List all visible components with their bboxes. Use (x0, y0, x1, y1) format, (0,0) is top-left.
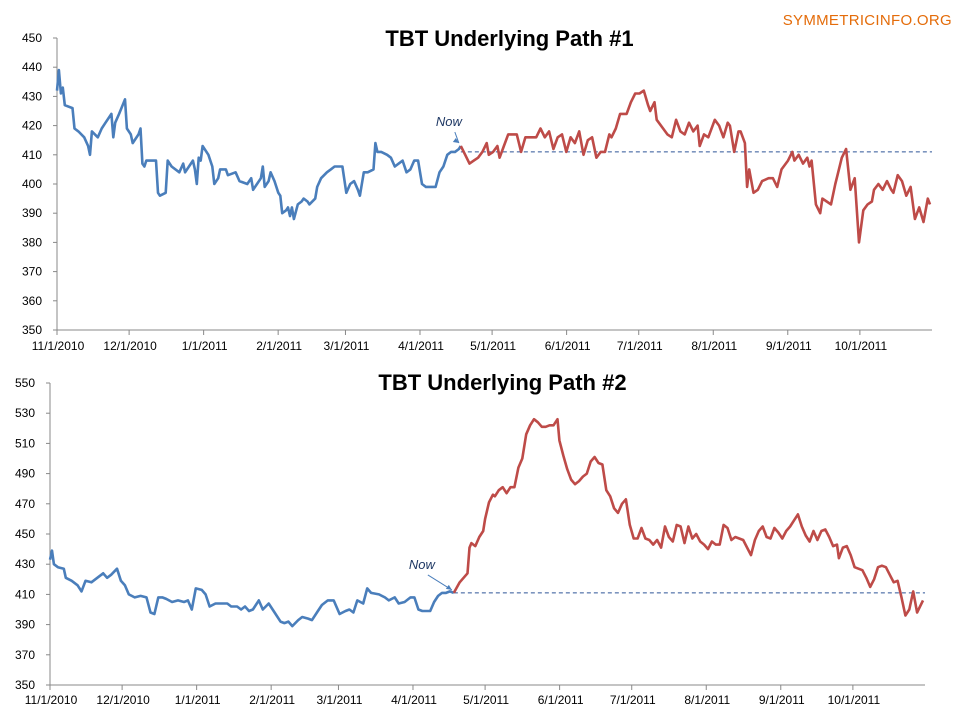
x-tick-label: 12/1/2010 (103, 339, 157, 353)
x-tick-label: 4/1/2011 (391, 693, 437, 707)
y-tick-label: 450 (22, 31, 42, 45)
y-tick-label: 370 (22, 265, 42, 279)
y-tick-label: 350 (22, 323, 42, 337)
y-tick-label: 550 (15, 376, 35, 390)
now-arrow (454, 131, 460, 144)
y-tick-label: 390 (22, 206, 42, 220)
x-tick-label: 2/1/2011 (256, 339, 302, 353)
x-tick-label: 10/1/2011 (835, 339, 888, 353)
y-tick-label: 440 (22, 60, 42, 74)
x-tick-label: 9/1/2011 (766, 339, 812, 353)
y-tick-label: 490 (15, 467, 35, 481)
x-tick-label: 5/1/2011 (470, 339, 516, 353)
y-tick-label: 380 (22, 235, 42, 249)
projection-series-line (459, 89, 932, 244)
x-tick-label: 11/1/2010 (32, 339, 85, 353)
y-tick-label: 360 (22, 294, 42, 308)
y-tick-label: 370 (15, 648, 35, 662)
x-tick-label: 11/1/2010 (25, 693, 78, 707)
now-annotation: Now (436, 114, 464, 129)
x-tick-label: 10/1/2011 (828, 693, 881, 707)
y-tick-label: 410 (22, 148, 42, 162)
y-tick-label: 400 (22, 177, 42, 191)
x-tick-label: 2/1/2011 (249, 693, 295, 707)
x-tick-label: 7/1/2011 (610, 693, 656, 707)
x-tick-label: 9/1/2011 (759, 693, 805, 707)
x-tick-label: 6/1/2011 (538, 693, 584, 707)
chart-1: TBT Underlying Path #1 350 360 370 380 390 400… (22, 26, 932, 353)
now-arrowhead (445, 584, 452, 590)
x-tick-label: 6/1/2011 (545, 339, 591, 353)
projection-series-line (452, 417, 925, 617)
y-tick-label: 410 (15, 587, 35, 601)
y-tick-label: 450 (15, 527, 35, 541)
x-tick-label: 4/1/2011 (398, 339, 444, 353)
x-tick-label: 3/1/2011 (317, 693, 363, 707)
y-tick-label: 420 (22, 119, 42, 133)
x-tick-label: 1/1/2011 (182, 339, 228, 353)
x-tick-label: 1/1/2011 (175, 693, 221, 707)
y-tick-label: 390 (15, 618, 35, 632)
now-annotation: Now (409, 557, 437, 572)
history-series-line (48, 549, 455, 628)
y-tick-label: 470 (15, 497, 35, 511)
x-tick-label: 8/1/2011 (691, 339, 737, 353)
chart-title: TBT Underlying Path #1 (385, 26, 633, 51)
y-tick-label: 510 (15, 436, 35, 450)
x-tick-label: 12/1/2010 (96, 693, 150, 707)
x-tick-label: 5/1/2011 (463, 693, 509, 707)
now-arrowhead (452, 138, 459, 144)
y-tick-label: 430 (15, 557, 35, 571)
chart-title: TBT Underlying Path #2 (378, 370, 626, 395)
y-tick-label: 350 (15, 678, 35, 692)
y-tick-label: 530 (15, 406, 35, 420)
x-tick-label: 8/1/2011 (684, 693, 730, 707)
x-tick-label: 3/1/2011 (324, 339, 370, 353)
history-series-line (55, 68, 462, 221)
x-tick-label: 7/1/2011 (617, 339, 663, 353)
chart-2: TBT Underlying Path #2 350 370 390 410 430 450… (15, 370, 925, 707)
y-tick-label: 430 (22, 89, 42, 103)
brand-watermark: SYMMETRICINFO.ORG (782, 12, 952, 29)
